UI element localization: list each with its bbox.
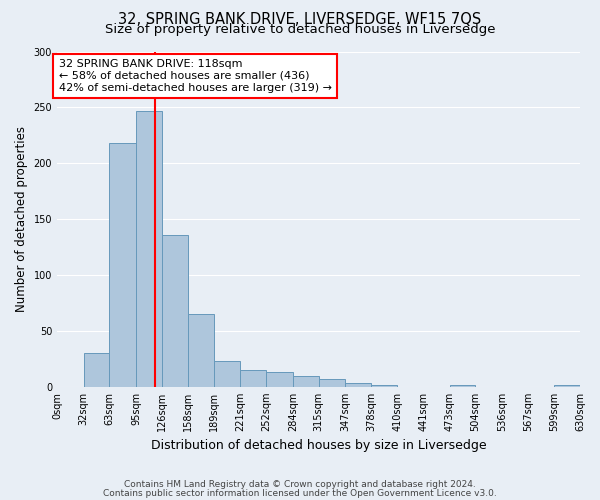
Text: Size of property relative to detached houses in Liversedge: Size of property relative to detached ho… <box>105 22 495 36</box>
Bar <box>161 235 188 387</box>
Bar <box>293 376 319 387</box>
Bar <box>449 384 475 387</box>
Bar <box>371 384 397 387</box>
Text: 32, SPRING BANK DRIVE, LIVERSEDGE, WF15 7QS: 32, SPRING BANK DRIVE, LIVERSEDGE, WF15 … <box>118 12 482 28</box>
Text: 32 SPRING BANK DRIVE: 118sqm
← 58% of detached houses are smaller (436)
42% of s: 32 SPRING BANK DRIVE: 118sqm ← 58% of de… <box>59 60 332 92</box>
Bar <box>214 361 241 387</box>
Bar <box>109 143 136 387</box>
X-axis label: Distribution of detached houses by size in Liversedge: Distribution of detached houses by size … <box>151 440 487 452</box>
Bar <box>554 384 580 387</box>
Bar <box>83 354 109 387</box>
Y-axis label: Number of detached properties: Number of detached properties <box>15 126 28 312</box>
Bar <box>345 384 371 387</box>
Text: Contains public sector information licensed under the Open Government Licence v3: Contains public sector information licen… <box>103 488 497 498</box>
Bar <box>136 110 161 387</box>
Text: Contains HM Land Registry data © Crown copyright and database right 2024.: Contains HM Land Registry data © Crown c… <box>124 480 476 489</box>
Bar <box>319 379 345 387</box>
Bar <box>266 372 293 387</box>
Bar <box>188 314 214 387</box>
Bar <box>241 370 266 387</box>
